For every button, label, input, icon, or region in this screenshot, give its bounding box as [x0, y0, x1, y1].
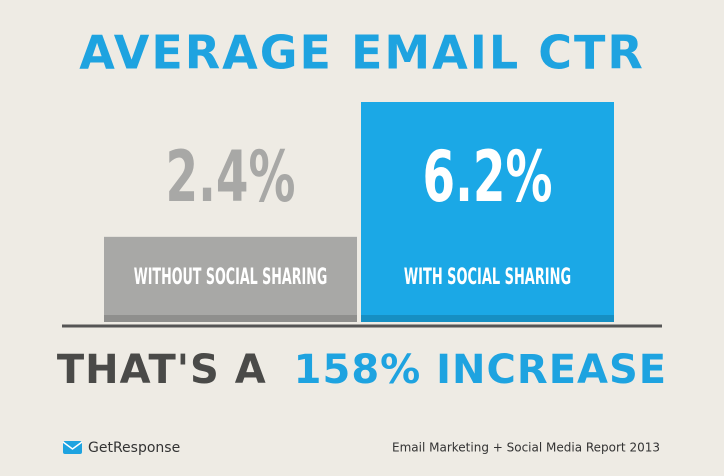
value-label: 2.4%	[166, 136, 296, 218]
category-label: WITHOUT SOCIAL SHARING	[134, 265, 328, 290]
brand-logo: GetResponse	[62, 440, 180, 456]
bar-shade	[104, 315, 357, 322]
envelope-icon	[63, 441, 82, 454]
bar	[361, 102, 614, 322]
chart-title: AVERAGE EMAIL CTR	[79, 26, 645, 80]
brand: GetResponse	[88, 440, 180, 456]
annotation-highlight: 158% INCREASE	[294, 347, 667, 393]
category-label: WITH SOCIAL SHARING	[404, 265, 571, 290]
envelope-flap	[62, 441, 83, 450]
footer-annotation: THAT'S A 158% INCREASE	[57, 347, 667, 393]
source: Email Marketing + Social Media Report 20…	[392, 441, 660, 455]
bar	[104, 236, 357, 322]
bar-shade	[361, 315, 614, 322]
value-label: 6.2%	[423, 136, 553, 218]
annotation-prefix: THAT'S A	[57, 347, 267, 393]
